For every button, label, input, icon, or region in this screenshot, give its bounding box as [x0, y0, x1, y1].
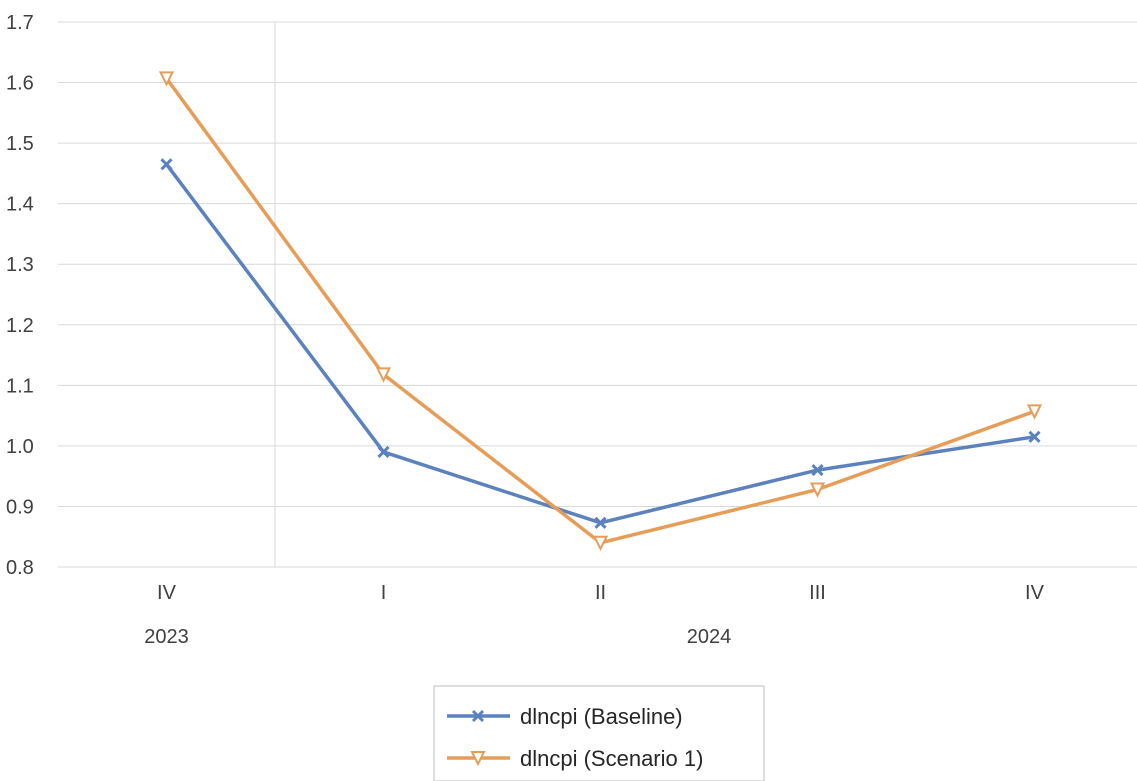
marker-stroke [811, 464, 824, 477]
x-group-label: 2024 [687, 626, 732, 648]
x-group-label: 2023 [144, 626, 189, 648]
x-marker [594, 516, 607, 529]
series-1 [158, 71, 1043, 552]
marker-stroke [160, 158, 173, 171]
y-tick-label: 1.7 [6, 12, 34, 34]
legend: dlncpi (Baseline) dlncpi (Scenario 1) [433, 685, 765, 781]
marker-stroke [1028, 430, 1041, 443]
x-marker [160, 158, 173, 171]
y-tick-label: 1.2 [6, 315, 34, 337]
x-tick-label: III [809, 582, 826, 604]
y-tick-label: 1.1 [6, 375, 34, 397]
series-0 [160, 158, 1041, 529]
x-marker [811, 464, 824, 477]
triangle-down-marker [158, 71, 175, 87]
marker-stroke [377, 445, 390, 459]
y-tick-label: 1.0 [6, 436, 34, 458]
axis-labels: 0.8 0.9 1.0 1.1 1.2 1.3 1.4 1.5 1.6 1.7 2023 2024 IV… [6, 12, 1045, 648]
gridlines [58, 21, 1137, 507]
y-tick-label: 1.4 [6, 194, 34, 216]
y-tick-label: 0.8 [6, 557, 34, 579]
legend-label: dlncpi (Baseline) [520, 704, 683, 729]
x-marker [377, 445, 390, 459]
triangle-down-marker [470, 751, 486, 767]
x-tick-label: II [595, 582, 606, 604]
triangle-down-marker [375, 367, 392, 383]
legend-label: dlncpi (Scenario 1) [520, 746, 703, 771]
series-line [165, 77, 1036, 545]
marker-stroke [594, 516, 607, 529]
x-tick-label: I [381, 582, 387, 604]
x-marker [1028, 430, 1041, 443]
x-tick-label: IV [157, 582, 177, 604]
triangle-down-marker [592, 535, 609, 552]
x-tick-label: IV [1025, 582, 1045, 604]
y-tick-label: 1.5 [6, 133, 34, 155]
y-tick-label: 0.9 [6, 496, 34, 518]
legend-box [433, 685, 765, 781]
x-marker [471, 709, 485, 723]
y-tick-label: 1.3 [6, 254, 34, 276]
series-lines [158, 71, 1043, 552]
marker-stroke [471, 709, 485, 723]
triangle-down-marker [1026, 404, 1043, 420]
y-tick-label: 1.6 [6, 73, 34, 95]
triangle-down-marker [809, 482, 826, 498]
series-line [165, 163, 1035, 525]
axes [58, 22, 1137, 568]
